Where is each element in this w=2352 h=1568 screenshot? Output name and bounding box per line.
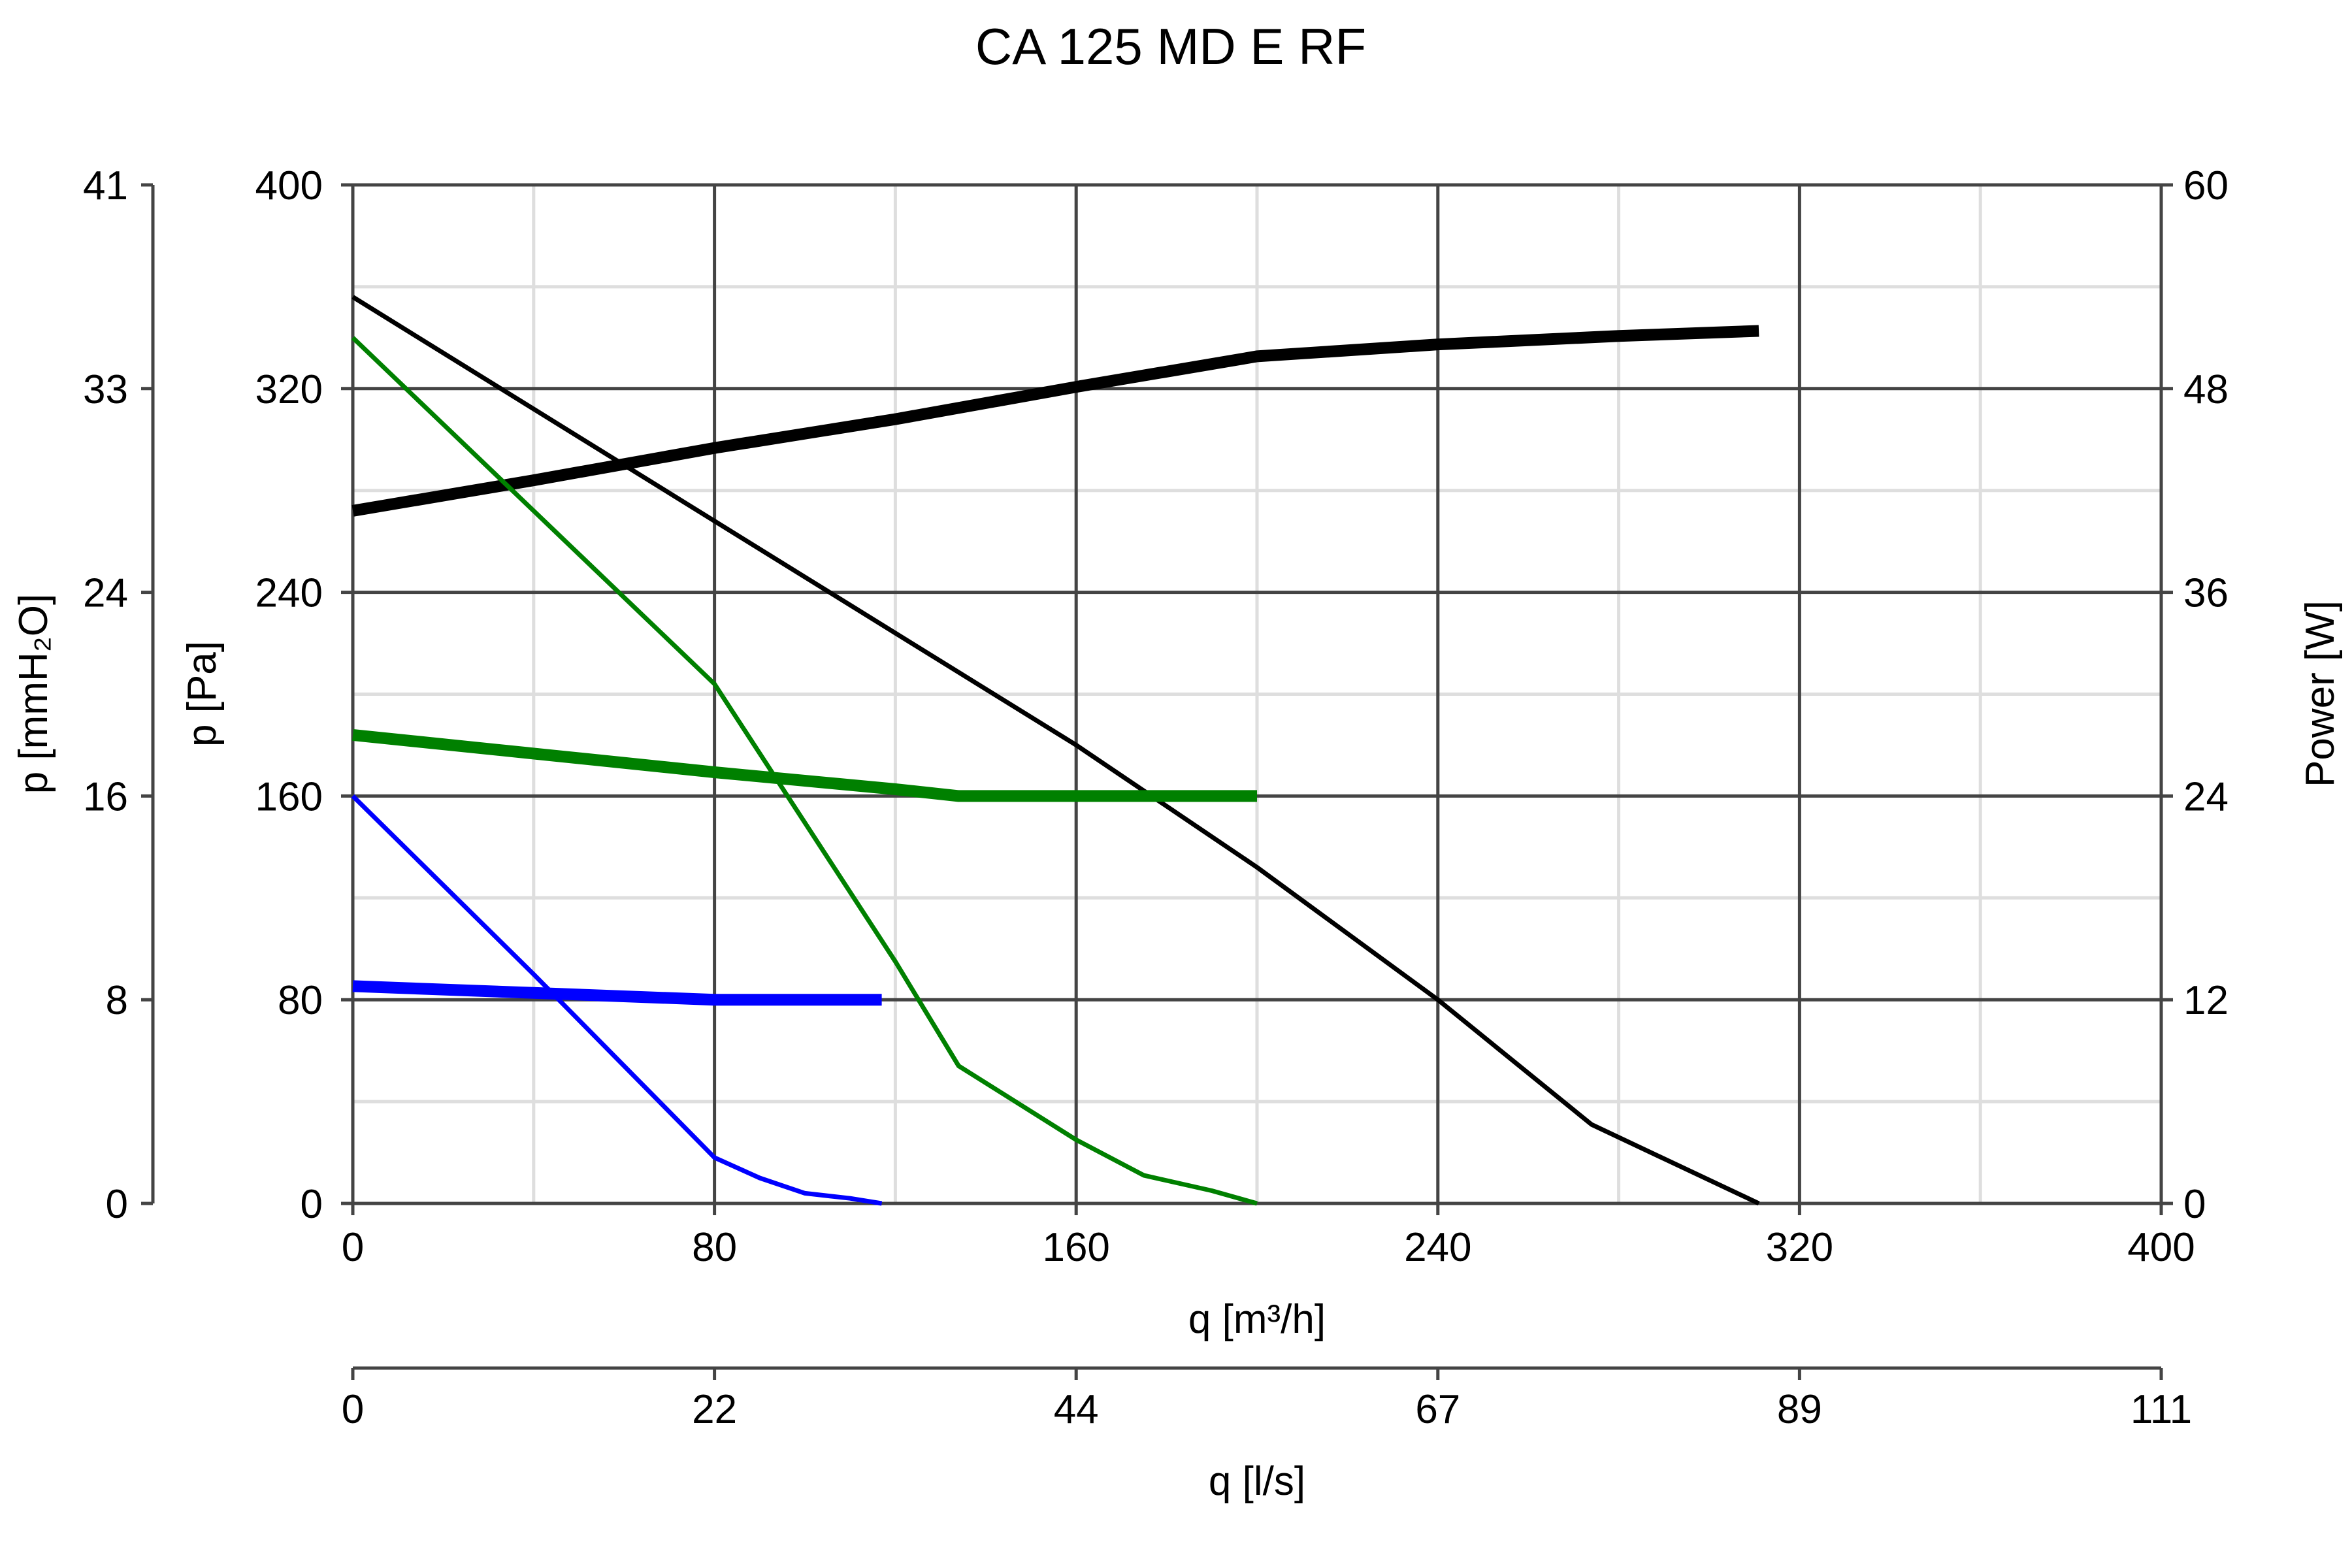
y-tick-label-mmh2o: 24	[83, 571, 128, 616]
grid	[353, 185, 2161, 1203]
x-tick-label: 160	[1042, 1225, 1109, 1270]
y-tick-label-pa: 400	[255, 163, 323, 208]
chart-title: CA 125 MD E RF	[975, 18, 1366, 75]
y-tick-label-mmh2o: 16	[83, 774, 128, 819]
y-tick-label-power: 60	[2183, 163, 2229, 208]
series-group	[351, 295, 1760, 1206]
x-tick-label: 240	[1404, 1225, 1471, 1270]
x-axis-label-ls: q [l/s]	[1209, 1459, 1305, 1504]
y-tick-label-mmh2o: 0	[106, 1182, 128, 1227]
x-tick-label: 80	[692, 1225, 737, 1270]
x-tick-label: 0	[342, 1225, 364, 1270]
y-tick-label-power: 36	[2183, 571, 2229, 616]
series-power-medium	[352, 728, 1257, 802]
y-tick-label-pa: 160	[255, 774, 323, 819]
x-axis-label-m3h: q [m³/h]	[1188, 1297, 1326, 1342]
series-pressure-low	[351, 794, 883, 1206]
y-tick-label-power: 0	[2183, 1182, 2206, 1227]
series-power-high	[351, 325, 1759, 517]
x2-tick-label: 89	[1777, 1387, 1822, 1432]
y-tick-label-mmh2o: 8	[106, 978, 128, 1023]
x2-tick-label: 44	[1054, 1387, 1099, 1432]
y-tick-label-power: 48	[2183, 367, 2229, 412]
x2-tick-label: 22	[692, 1387, 737, 1432]
y-tick-label-power: 12	[2183, 978, 2229, 1023]
y-axis-label-pa: p [Pa]	[180, 641, 225, 747]
series-pressure-medium	[351, 336, 1258, 1206]
series-pressure-high	[351, 295, 1760, 1206]
axes	[141, 183, 2173, 1380]
y-tick-label-pa: 320	[255, 367, 323, 412]
y-axis-label-mmh2o: p [mmH₂O]	[11, 594, 56, 794]
y-tick-label-mmh2o: 33	[83, 367, 128, 412]
y-axis-label-power: Power [W]	[2298, 600, 2343, 787]
y-tick-label-pa: 80	[278, 978, 323, 1023]
y-tick-label-power: 24	[2183, 774, 2229, 819]
y-tick-label-pa: 0	[301, 1182, 323, 1227]
y-tick-label-pa: 240	[255, 571, 323, 616]
x2-tick-label: 111	[2131, 1387, 2192, 1432]
x2-tick-label: 0	[342, 1387, 364, 1432]
series-power-low	[352, 980, 882, 1006]
x-tick-label: 320	[1766, 1225, 1833, 1270]
x2-tick-label: 67	[1415, 1387, 1460, 1432]
y-tick-label-mmh2o: 41	[83, 163, 128, 208]
x-tick-label: 400	[2127, 1225, 2195, 1270]
